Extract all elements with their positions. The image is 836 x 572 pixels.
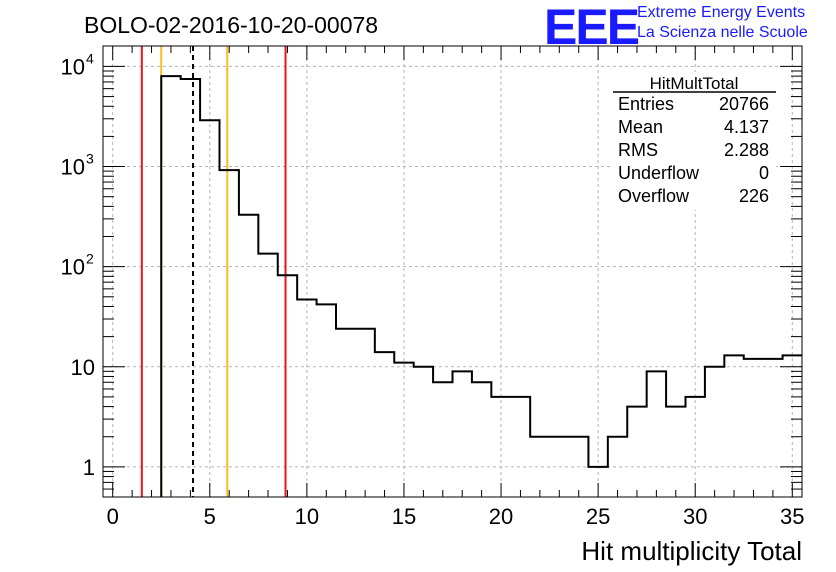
histogram-bin — [744, 359, 763, 497]
histogram-bin — [433, 382, 452, 497]
histogram-bin — [569, 437, 588, 497]
histogram-bin — [511, 397, 530, 497]
stats-value: 0 — [759, 163, 769, 183]
stats-label: RMS — [618, 140, 658, 160]
stats-value: 4.137 — [724, 117, 769, 137]
y-tick-label: 10 — [71, 355, 95, 380]
histogram-bin — [336, 329, 355, 497]
histogram-bin — [375, 352, 394, 497]
histogram-bin — [724, 355, 743, 497]
histogram-bin — [530, 437, 549, 497]
y-tick-label: 10 — [61, 155, 85, 180]
x-tick-label: 30 — [683, 504, 707, 529]
histogram-bin — [394, 363, 413, 497]
histogram-bin — [666, 407, 685, 497]
histogram-bin — [220, 170, 239, 497]
x-tick-label: 10 — [295, 504, 319, 529]
stats-box-bg — [613, 72, 776, 210]
stats-label: Overflow — [618, 186, 690, 206]
histogram-series — [160, 75, 802, 497]
y-tick-label: 10 — [61, 54, 85, 79]
histogram-bin — [239, 215, 258, 497]
histogram-bin — [627, 407, 646, 497]
y-tick-exponent: 2 — [86, 251, 94, 267]
x-tick-label: 5 — [204, 504, 216, 529]
histogram-bin — [161, 76, 180, 497]
x-tick-label: 35 — [780, 504, 804, 529]
y-tick-label: 10 — [61, 255, 85, 280]
histogram-bin — [278, 275, 297, 497]
histogram-bin — [550, 437, 569, 497]
histogram-bin — [608, 437, 627, 497]
histogram-bin — [317, 304, 336, 497]
stats-value: 226 — [739, 186, 769, 206]
histogram-bin — [647, 371, 666, 497]
y-tick-exponent: 4 — [86, 50, 94, 66]
y-tick-label: 1 — [83, 455, 95, 480]
histogram-bin — [414, 367, 433, 497]
histogram-bin — [355, 329, 374, 497]
x-tick-label: 25 — [586, 504, 610, 529]
eee-logo: EEE — [544, 0, 640, 55]
stats-title: HitMultTotal — [650, 74, 739, 93]
histogram-outline — [160, 75, 802, 497]
stats-label: Entries — [618, 94, 674, 114]
histogram-bin — [705, 367, 724, 497]
x-axis-label: Hit multiplicity Total — [581, 536, 802, 566]
histogram-bin — [453, 371, 472, 497]
x-tick-label: 15 — [392, 504, 416, 529]
stats-label: Mean — [618, 117, 663, 137]
stats-value: 20766 — [719, 94, 769, 114]
stats-value: 2.288 — [724, 140, 769, 160]
stats-label: Underflow — [618, 163, 700, 183]
y-tick-exponent: 3 — [86, 151, 94, 167]
histogram-bin — [258, 254, 277, 497]
logo-subtitle-1: Extreme Energy Events — [637, 4, 806, 21]
histogram-bin — [763, 359, 782, 497]
run-title: BOLO-02-2016-10-20-00078 — [84, 12, 379, 38]
histogram-bin — [297, 299, 316, 497]
logo-subtitle-2: La Scienza nelle Scuole — [637, 24, 808, 41]
histogram-bin — [491, 397, 510, 497]
histogram-bin — [181, 79, 200, 497]
histogram-bin — [200, 120, 219, 497]
histogram-bin — [686, 397, 705, 497]
histogram-bin — [472, 382, 491, 497]
x-tick-label: 20 — [489, 504, 513, 529]
x-tick-label: 0 — [107, 504, 119, 529]
